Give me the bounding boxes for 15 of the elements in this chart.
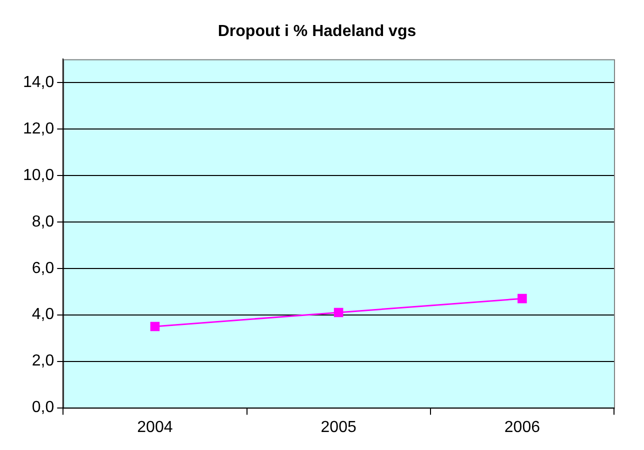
y-tick-label: 2,0	[32, 352, 54, 370]
point	[518, 294, 527, 304]
point	[334, 308, 344, 318]
y-tick-label: 8,0	[32, 213, 54, 230]
y-tick-label: 4,0	[32, 306, 54, 324]
y-tick-label: 14,0	[23, 74, 54, 91]
x-tick-label: 2004	[137, 418, 173, 436]
x-tick-label: 2006	[504, 418, 540, 436]
y-tick-label: 12,0	[23, 120, 54, 138]
chart-title: Dropout i % Hadeland vgs	[218, 23, 416, 40]
y-tick-label: 10,0	[23, 166, 54, 184]
y-tick-label: 6,0	[32, 260, 54, 277]
y-tick-label: 0,0	[32, 399, 54, 416]
point	[150, 322, 160, 332]
x-tick-label: 2005	[320, 418, 356, 436]
